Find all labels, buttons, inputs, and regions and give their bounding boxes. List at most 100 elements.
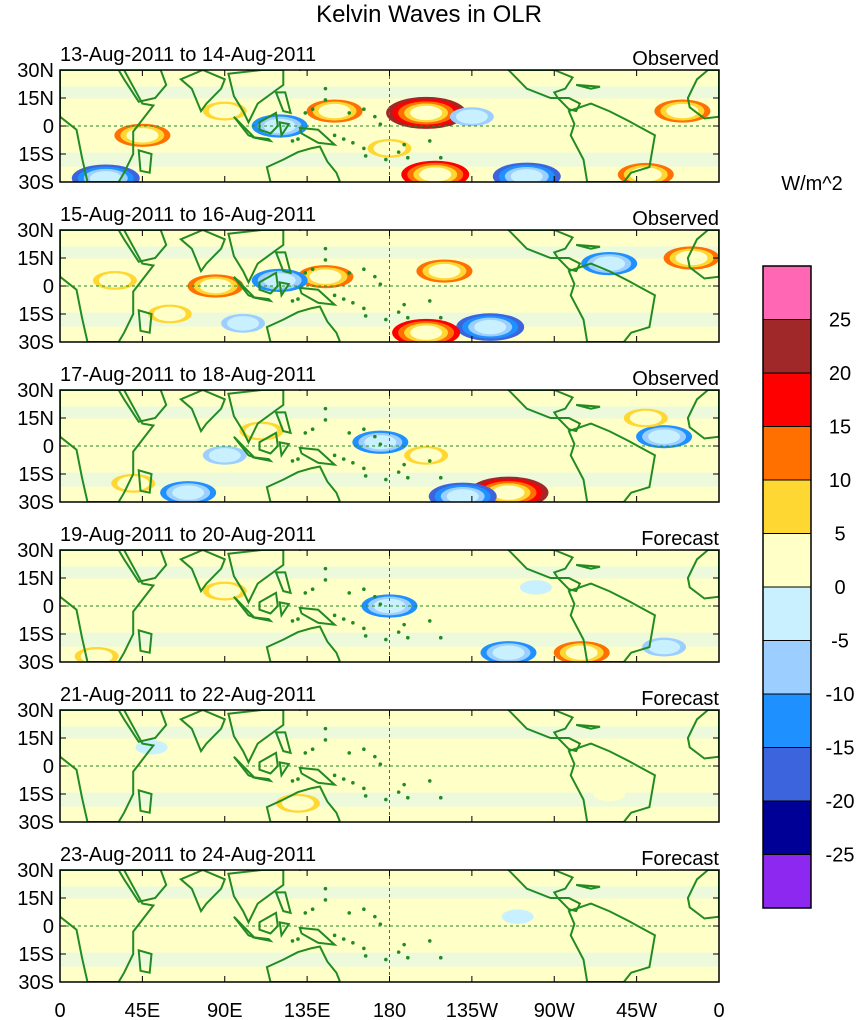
- island-marker: [310, 267, 315, 272]
- coastline: [60, 70, 156, 182]
- colorbar-swatch: [762, 640, 812, 695]
- island-marker: [438, 155, 443, 160]
- panel: 30N 15N 0 15S 30S 23-Aug-2011 to 24-Aug-2011 F…: [17, 844, 720, 994]
- anomaly-blob: [428, 482, 497, 502]
- island-marker: [310, 747, 315, 751]
- coastline: [252, 296, 274, 303]
- anomaly-field: [60, 710, 719, 822]
- island-marker: [290, 779, 295, 783]
- colorbar: W/m^2 25 20 15 10 5 0 -5 -10 -15 -20 -25: [762, 173, 855, 909]
- coastline: [507, 870, 582, 913]
- island-marker: [303, 111, 308, 115]
- island-marker: [427, 139, 432, 143]
- anomaly-blob: [456, 313, 525, 341]
- colorbar-swatch: [762, 533, 812, 588]
- colorbar-swatch: [762, 372, 812, 427]
- x-tick-label: 45W: [616, 1000, 657, 1020]
- x-axis: 0 45E 90E 135E 180 135W 90W 45W 0: [54, 1000, 724, 1020]
- coastline: [137, 308, 153, 334]
- island-marker: [373, 594, 377, 599]
- colorbar-swatch: [762, 426, 812, 481]
- island-marker: [362, 146, 366, 151]
- island-marker: [351, 141, 355, 145]
- coastline: [575, 563, 601, 570]
- island-marker: [406, 315, 410, 320]
- colorbar-swatch: [762, 479, 812, 534]
- island-marker: [332, 773, 337, 778]
- island-marker: [341, 777, 346, 781]
- island-marker: [296, 617, 300, 621]
- island-marker: [303, 271, 308, 275]
- y-tick-label: 30S: [18, 812, 54, 834]
- island-marker: [375, 519, 379, 523]
- coastline: [178, 230, 227, 274]
- anomaly-field: [60, 70, 719, 182]
- coastline: [686, 70, 719, 120]
- island-marker: [332, 453, 337, 458]
- coastline: [252, 616, 274, 623]
- coastline: [227, 390, 285, 445]
- colorbar-level-label: -20: [826, 791, 855, 813]
- coastline: [567, 582, 657, 662]
- island-marker: [303, 751, 308, 755]
- island-marker: [296, 297, 300, 301]
- x-tick-label: 45E: [125, 1000, 161, 1020]
- island-marker: [332, 133, 337, 138]
- island-marker: [341, 297, 346, 301]
- coastline: [60, 230, 156, 342]
- coastline: [258, 911, 279, 935]
- coastline: [265, 785, 342, 822]
- y-tick-label: 30N: [17, 540, 54, 562]
- colorbar-level-label: -25: [826, 845, 855, 867]
- island-marker: [351, 941, 355, 945]
- coastline: [567, 102, 657, 182]
- coastline: [258, 111, 279, 135]
- coastline: [686, 710, 719, 760]
- panel-kind-label: Observed: [632, 208, 719, 230]
- coastline: [507, 70, 582, 113]
- coastline: [298, 926, 338, 947]
- island-marker: [362, 107, 366, 111]
- coastline: [252, 136, 274, 143]
- y-tick-label: 30N: [17, 700, 54, 722]
- y-tick-label: 15N: [17, 888, 54, 910]
- island-marker: [378, 442, 383, 446]
- coastline: [298, 766, 338, 787]
- island-marker: [384, 637, 388, 642]
- anomaly-blob: [492, 162, 561, 182]
- island-marker: [310, 907, 315, 911]
- island-marker: [332, 933, 337, 938]
- island-marker: [375, 359, 379, 363]
- island-marker: [396, 630, 401, 634]
- x-tick-label: 90W: [534, 1000, 575, 1020]
- anomaly-blob: [227, 937, 260, 952]
- panel-date-range: 13-Aug-2011 to 14-Aug-2011: [60, 44, 316, 66]
- island-marker: [362, 747, 366, 751]
- island-marker: [362, 427, 366, 432]
- island-marker: [427, 779, 432, 783]
- coastline: [227, 70, 285, 125]
- island-marker: [363, 634, 368, 638]
- coastline: [575, 243, 601, 250]
- panel-kind-label: Forecast: [641, 688, 719, 710]
- coastline: [137, 468, 153, 494]
- panel: 30N 15N 0 15S 30S 13-Aug-2011 to 14-Aug-2011 O…: [17, 44, 720, 194]
- coastline: [274, 731, 292, 755]
- coastlines: [60, 710, 719, 822]
- coastline: [278, 441, 291, 459]
- y-tick-label: 30S: [18, 652, 54, 674]
- island-marker: [427, 459, 432, 463]
- island-marker: [341, 937, 346, 941]
- island-marker: [362, 907, 366, 911]
- coastline: [258, 751, 279, 775]
- island-marker: [341, 617, 346, 621]
- island-marker: [362, 267, 366, 272]
- island-marker: [296, 777, 300, 781]
- island-marker: [406, 955, 410, 960]
- coastline: [178, 710, 227, 754]
- coastline: [278, 121, 291, 139]
- coastline: [117, 390, 168, 423]
- coastline: [60, 550, 156, 662]
- x-tick-label: 135E: [284, 1000, 331, 1020]
- coastline: [137, 788, 153, 814]
